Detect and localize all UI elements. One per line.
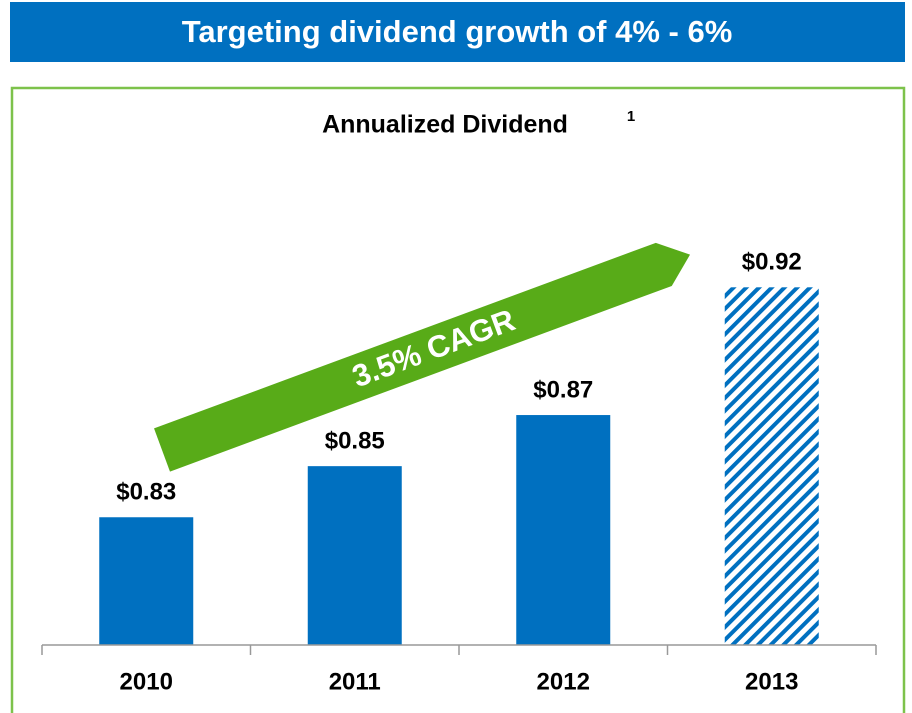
arrow-shape (154, 242, 691, 472)
bar (724, 287, 819, 645)
x-tick-label: 2013 (745, 668, 798, 695)
bar (516, 415, 611, 645)
title-footnote: 1 (627, 108, 635, 125)
value-label: $0.83 (116, 479, 176, 506)
x-tick-label: 2012 (537, 668, 590, 695)
banner-title: Targeting dividend growth of 4% - 6% (182, 14, 733, 49)
bar (99, 517, 194, 645)
x-tick-label: 2011 (329, 668, 381, 695)
banner-background (10, 2, 905, 62)
chart-title: Annualized Dividend (322, 111, 568, 139)
bar (307, 466, 402, 645)
value-label: $0.87 (533, 376, 593, 403)
value-label: $0.92 (742, 249, 802, 276)
x-tick-label: 2010 (120, 668, 173, 695)
value-label: $0.85 (325, 427, 385, 454)
